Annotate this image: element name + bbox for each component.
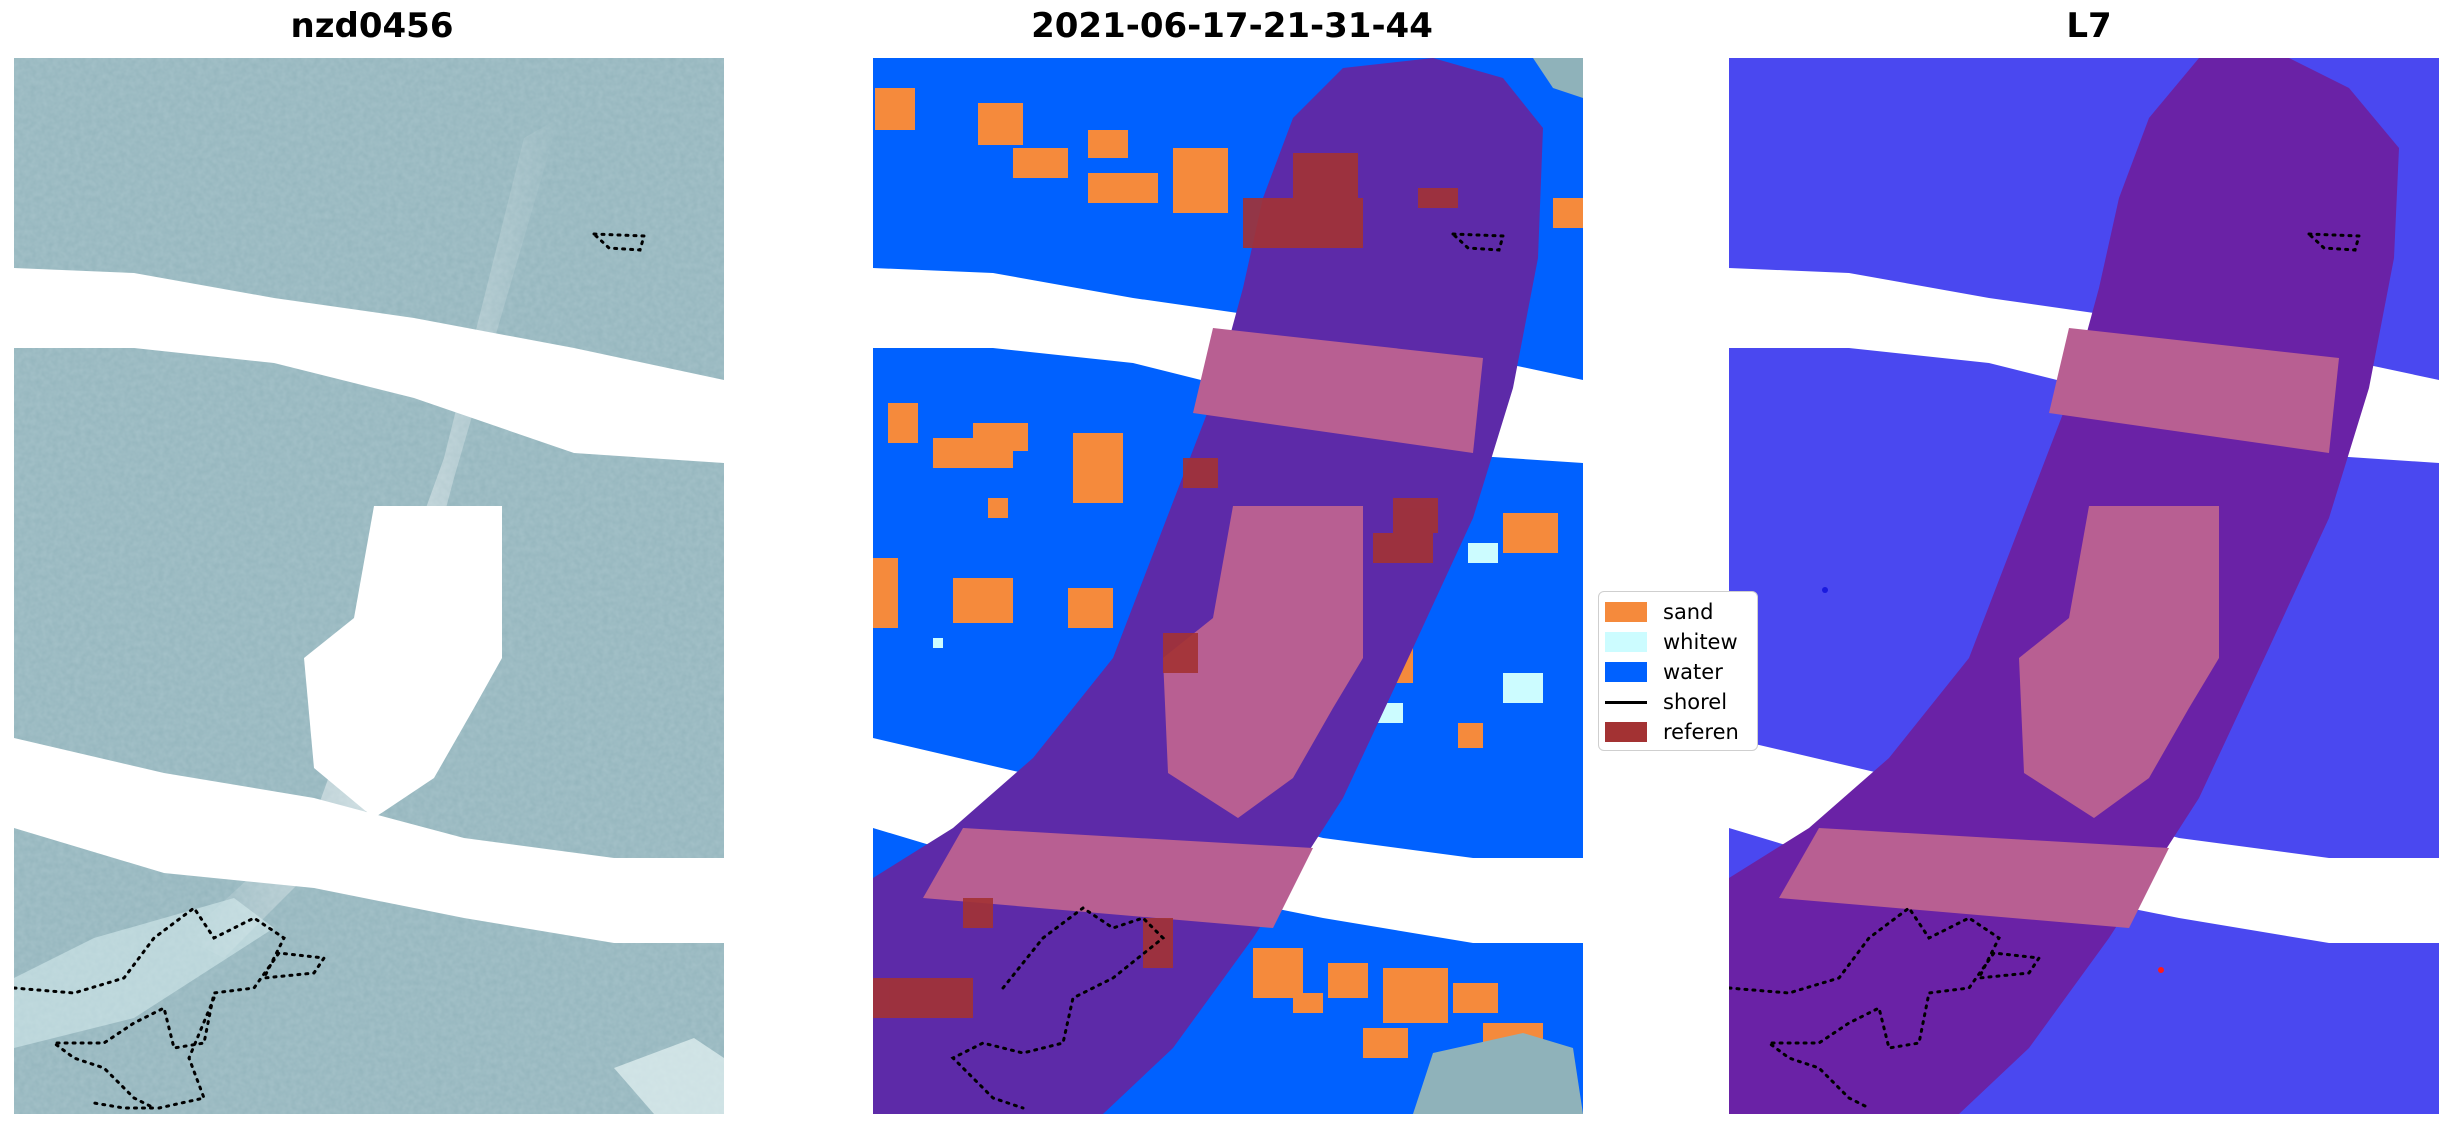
legend: sand whitew water shorel referen [1598, 591, 1758, 751]
overlay-hole [1163, 506, 1363, 818]
legend-label-reference: referen [1663, 720, 1739, 744]
legend-label-water: water [1663, 660, 1723, 684]
legend-swatch-whitewater [1605, 632, 1647, 652]
nodata-band-top [14, 268, 724, 463]
legend-label-shoreline: shorel [1663, 690, 1728, 714]
probability-panel [1729, 58, 2439, 1114]
legend-item-sand: sand [1605, 598, 1713, 626]
legend-line-shoreline [1605, 700, 1647, 704]
reference-class [873, 153, 1458, 1018]
legend-swatch-reference [1605, 722, 1647, 742]
nodata-band-bottom [14, 738, 724, 943]
legend-item-shoreline: shorel [1605, 688, 1727, 716]
rgb-image-panel [14, 58, 724, 1114]
legend-label-sand: sand [1663, 600, 1714, 624]
overlay-band-lower [923, 828, 1313, 928]
panel-title-classification: 2021-06-17-21-31-44 [1031, 6, 1433, 46]
classification-panel [873, 58, 1583, 1114]
nodata-hole [304, 506, 502, 818]
legend-item-whitewater: whitew [1605, 628, 1738, 656]
legend-swatch-water [1605, 662, 1647, 682]
legend-swatch-sand [1605, 602, 1647, 622]
reference-contour [590, 232, 646, 252]
legend-item-water: water [1605, 658, 1723, 686]
rgb-overlay-corridor [873, 58, 1543, 1114]
legend-label-whitewater: whitew [1663, 630, 1738, 654]
shoreline-contour [14, 905, 327, 1110]
panel-title-rgb: nzd0456 [290, 6, 454, 46]
legend-item-reference: referen [1605, 718, 1739, 746]
overlay-band-upper [1193, 328, 1483, 453]
panel-title-probability: L7 [2066, 6, 2112, 46]
